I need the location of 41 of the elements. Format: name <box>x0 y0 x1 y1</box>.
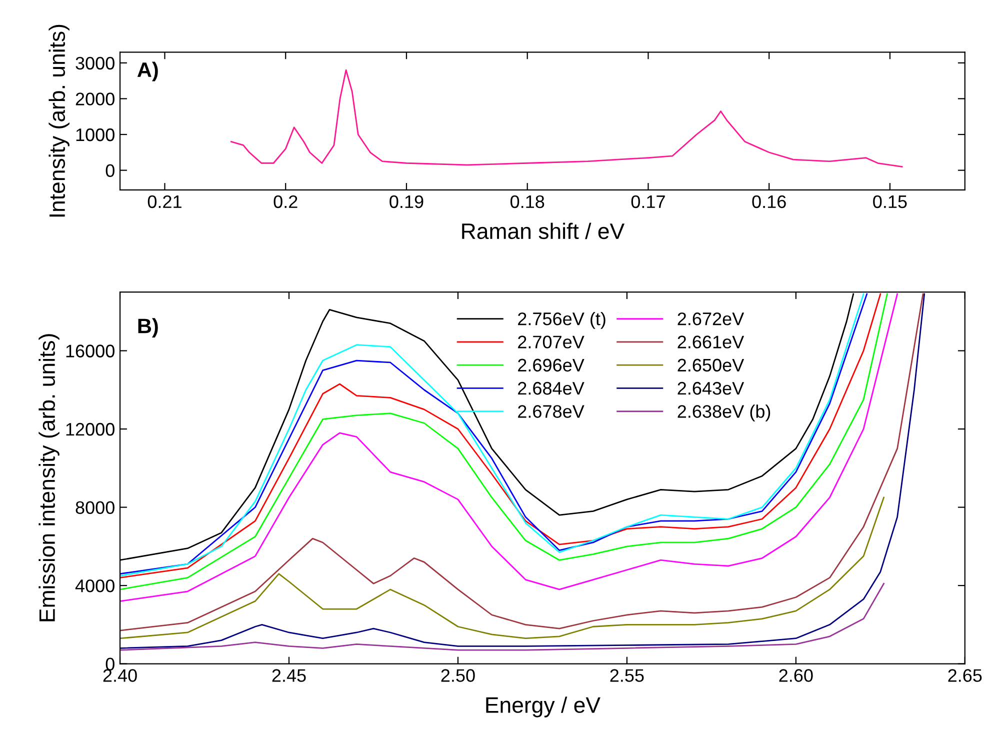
y-tick-label: 12000 <box>66 422 114 436</box>
legend-label: 2.650eV <box>678 358 744 372</box>
legend-label: 2.696eV <box>518 358 584 372</box>
legend-label: 2.643eV <box>678 382 744 395</box>
x-axis-title: Raman shift / eV <box>462 222 624 240</box>
y-tick-label: 4000 <box>75 579 114 592</box>
x-tick-label: 0.17 <box>631 195 665 208</box>
y-tick-label: 8000 <box>76 501 114 514</box>
y-tick-label: 0 <box>106 164 114 178</box>
x-axis-title: Energy / eV <box>486 696 600 718</box>
x-tick-label: 2.60 <box>779 669 813 682</box>
x-tick-label: 2.50 <box>441 669 475 682</box>
legend-label: 2.707eV <box>518 336 584 348</box>
annotation: A) <box>137 62 158 82</box>
y-tick-label: 2000 <box>76 92 114 106</box>
x-tick-label: 2.65 <box>948 669 982 682</box>
y-tick-label: 1000 <box>76 128 114 142</box>
x-tick-label: 0.2 <box>274 195 298 208</box>
x-tick-label: 2.40 <box>103 669 137 682</box>
y-tick-label: 16000 <box>66 344 114 358</box>
y-axis-title: Emission intensity (arb. units) <box>38 334 60 622</box>
x-tick-label: 0.18 <box>510 195 544 208</box>
line-series <box>230 69 903 168</box>
y-tick-label: 0 <box>106 658 114 671</box>
x-tick-label: 0.16 <box>752 195 786 208</box>
x-tick-label: 0.21 <box>148 195 182 208</box>
legend-label: 2.678eV <box>518 405 584 418</box>
x-tick-label: 0.19 <box>390 195 424 208</box>
legend-label: 2.672eV <box>678 312 744 326</box>
line-series <box>120 496 884 640</box>
x-tick-label: 0.15 <box>873 195 907 208</box>
annotation: B) <box>138 318 158 338</box>
x-tick-label: 2.55 <box>610 669 644 682</box>
line-series <box>120 582 884 651</box>
y-tick-label: 3000 <box>76 56 114 70</box>
x-tick-label: 2.45 <box>272 669 306 682</box>
legend-label: 2.684eV <box>518 382 584 395</box>
legend-label: 2.638eV (b) <box>678 404 770 422</box>
legend-label: 2.756eV (t) <box>518 312 606 329</box>
y-axis-title: Intensity (arb. units) <box>48 24 70 217</box>
legend-label: 2.661eV <box>678 336 744 348</box>
